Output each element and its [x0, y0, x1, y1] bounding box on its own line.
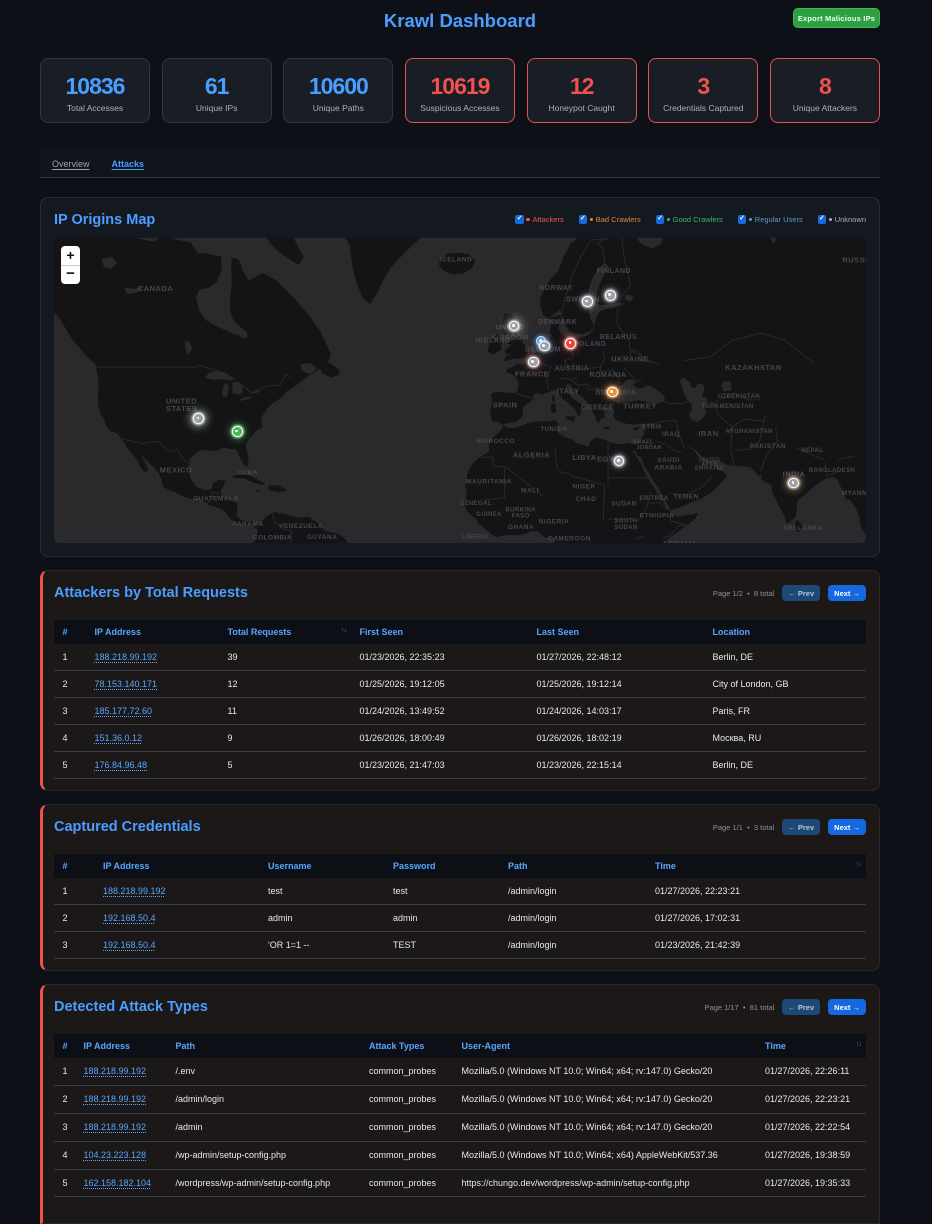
- svg-text:SOMALIA: SOMALIA: [663, 540, 696, 543]
- svg-text:FRANCE: FRANCE: [515, 370, 549, 379]
- svg-text:FASO: FASO: [512, 513, 530, 519]
- svg-text:TUNISIA: TUNISIA: [541, 427, 568, 433]
- svg-text:INDIA: INDIA: [783, 470, 806, 479]
- svg-text:UNITED: UNITED: [699, 457, 720, 463]
- svg-text:MYANMAR: MYANMAR: [842, 490, 866, 497]
- svg-text:JORDAN: JORDAN: [636, 445, 662, 451]
- svg-text:ICELAND: ICELAND: [440, 256, 472, 263]
- svg-text:ISRAEL: ISRAEL: [631, 439, 654, 445]
- svg-text:IRAN: IRAN: [698, 429, 718, 438]
- svg-text:SUDAN: SUDAN: [614, 525, 637, 531]
- svg-text:GUYANA: GUYANA: [307, 534, 338, 541]
- svg-text:UKRAINE: UKRAINE: [611, 355, 649, 364]
- svg-text:MAURITANIA: MAURITANIA: [466, 478, 512, 485]
- svg-text:GHANA: GHANA: [508, 524, 534, 531]
- svg-text:SRI LANKA: SRI LANKA: [783, 525, 823, 532]
- svg-text:ROMANIA: ROMANIA: [590, 372, 627, 379]
- svg-text:SYRIA: SYRIA: [642, 425, 663, 431]
- svg-text:SOUTH: SOUTH: [615, 519, 638, 525]
- svg-text:BELARUS: BELARUS: [600, 334, 637, 341]
- svg-text:TURKEY: TURKEY: [623, 402, 657, 411]
- svg-text:TURKMENISTAN: TURKMENISTAN: [701, 404, 753, 410]
- svg-text:CHAD: CHAD: [576, 496, 597, 503]
- svg-text:IRELAND: IRELAND: [476, 337, 511, 344]
- svg-text:STATES: STATES: [166, 404, 197, 413]
- svg-text:PANAMA: PANAMA: [232, 521, 263, 528]
- svg-text:LIBYA: LIBYA: [572, 453, 596, 462]
- svg-text:SAUDI: SAUDI: [657, 457, 680, 464]
- svg-text:POLAND: POLAND: [574, 341, 607, 348]
- svg-text:UNITED: UNITED: [166, 397, 197, 406]
- svg-text:CANADA: CANADA: [138, 284, 174, 293]
- svg-text:NIGERIA: NIGERIA: [539, 518, 570, 525]
- svg-text:IRAQ: IRAQ: [662, 431, 680, 438]
- svg-text:ITALY: ITALY: [557, 387, 580, 396]
- svg-text:GUATEMALA: GUATEMALA: [193, 495, 239, 502]
- svg-text:ERITREA: ERITREA: [639, 496, 668, 502]
- svg-text:DENMARK: DENMARK: [538, 319, 577, 326]
- svg-text:AUSTRIA: AUSTRIA: [555, 365, 590, 372]
- svg-text:NORWAY: NORWAY: [539, 285, 573, 292]
- svg-text:LIBERIA: LIBERIA: [462, 535, 489, 541]
- svg-text:BANGLADESH: BANGLADESH: [809, 468, 855, 474]
- svg-text:BURKINA: BURKINA: [505, 508, 536, 514]
- svg-text:UZBEKISTAN: UZBEKISTAN: [718, 394, 760, 400]
- svg-text:YEMEN: YEMEN: [673, 493, 699, 500]
- svg-text:AFGHANISTAN: AFGHANISTAN: [725, 429, 773, 435]
- svg-text:KAZAKHSTAN: KAZAKHSTAN: [725, 363, 782, 372]
- svg-text:MOROCCO: MOROCCO: [477, 438, 515, 445]
- svg-text:FINLAND: FINLAND: [597, 268, 631, 275]
- svg-text:RUSSIA: RUSSIA: [842, 256, 866, 265]
- svg-text:ARABIA: ARABIA: [654, 464, 682, 471]
- svg-text:SUDAN: SUDAN: [611, 500, 637, 507]
- svg-text:NEPAL: NEPAL: [802, 448, 824, 454]
- svg-text:ALGERIA: ALGERIA: [513, 451, 550, 460]
- svg-text:SPAIN: SPAIN: [493, 401, 518, 410]
- svg-text:VENEZUELA: VENEZUELA: [279, 523, 323, 530]
- svg-text:GUINEA: GUINEA: [476, 512, 502, 518]
- svg-text:NIGER: NIGER: [572, 483, 595, 490]
- svg-text:MALI: MALI: [521, 487, 539, 494]
- svg-text:ARAB: ARAB: [701, 461, 717, 467]
- svg-text:PAKISTAN: PAKISTAN: [750, 443, 786, 450]
- svg-text:MEXICO: MEXICO: [160, 466, 193, 475]
- svg-text:KINGDOM: KINGDOM: [491, 334, 528, 341]
- svg-text:SENEGAL: SENEGAL: [460, 501, 492, 507]
- svg-text:EGYPT: EGYPT: [597, 455, 625, 464]
- svg-text:ETHIOPIA: ETHIOPIA: [640, 512, 675, 519]
- svg-text:EMIRATES: EMIRATES: [695, 465, 724, 471]
- svg-text:CUBA: CUBA: [237, 469, 258, 476]
- svg-text:COLOMBIA: COLOMBIA: [253, 534, 292, 541]
- svg-text:CAMEROON: CAMEROON: [548, 535, 591, 542]
- svg-text:GREECE: GREECE: [581, 404, 614, 411]
